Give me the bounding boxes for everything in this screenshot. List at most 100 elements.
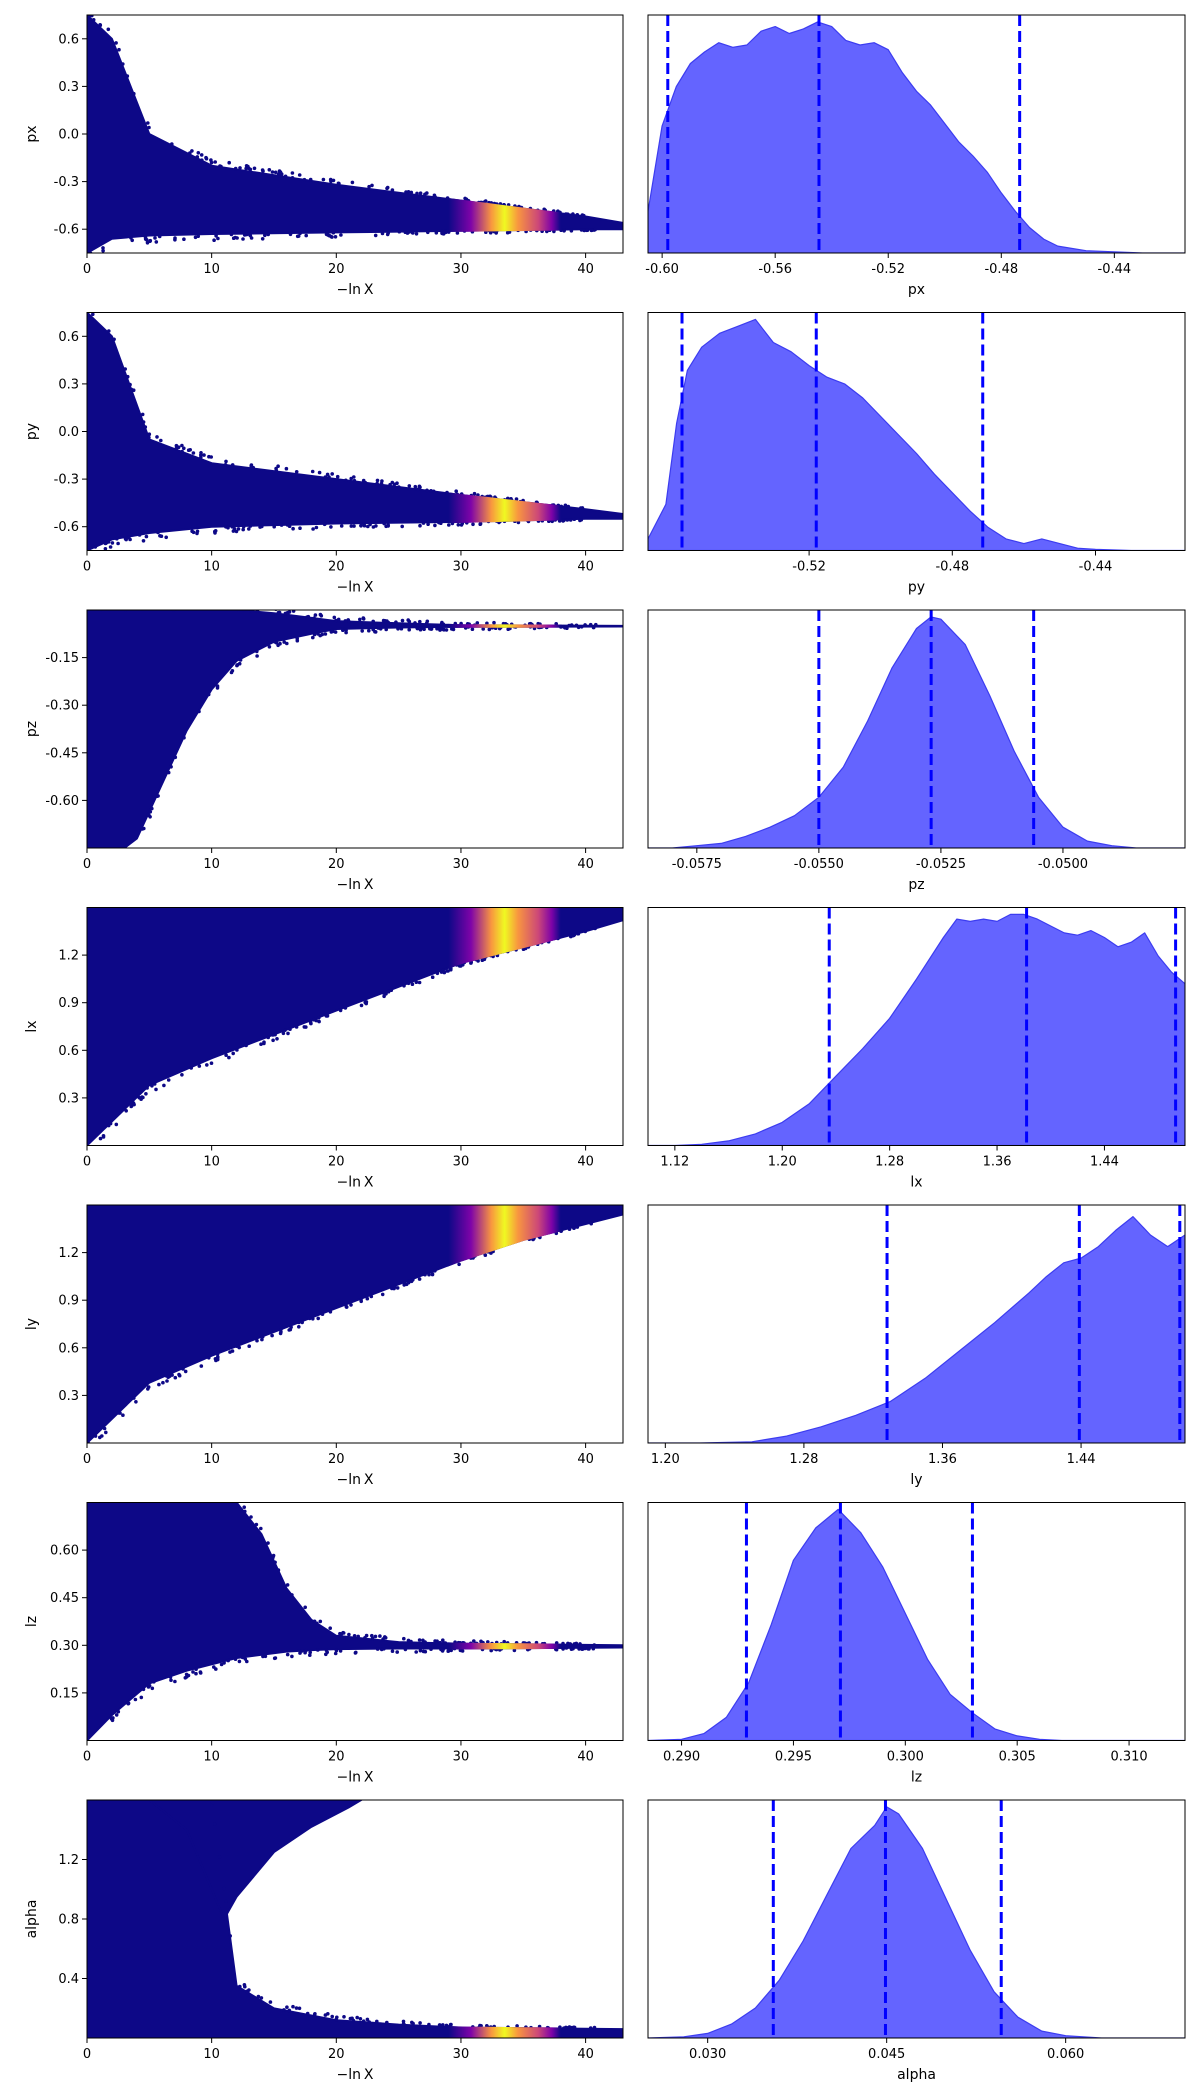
trace-point — [114, 1122, 119, 1127]
posterior-xlabel: px — [908, 282, 925, 298]
trace-point — [116, 1709, 121, 1714]
trace-point — [146, 2041, 150, 2045]
trace-point — [217, 1855, 222, 1859]
trace-point — [225, 1197, 229, 1201]
trace-weight-highlight — [447, 1205, 562, 1267]
trace-point — [266, 1541, 270, 1545]
posterior-xtick-label: 1.44 — [1090, 1155, 1119, 1170]
trace-ytick-label: 0.60 — [50, 1544, 79, 1559]
trace-point — [594, 622, 598, 627]
trace-point — [450, 1201, 454, 1205]
trace-point — [326, 1199, 330, 1203]
trace-point — [335, 474, 340, 479]
posterior-xlabel: lx — [910, 1175, 922, 1191]
trace-point — [281, 1198, 285, 1202]
trace-density-band — [87, 1502, 623, 1741]
trace-point — [173, 1375, 178, 1380]
trace-xtick-label: 20 — [328, 857, 345, 872]
trace-point — [247, 1344, 251, 1348]
trace-point — [148, 810, 153, 814]
trace-points-lx — [87, 903, 623, 1146]
trace-point — [298, 1651, 302, 1655]
trace-point — [215, 1352, 220, 1357]
trace-point — [424, 621, 429, 626]
trace-point — [470, 1201, 474, 1205]
trace-point — [260, 1337, 264, 1342]
trace-ytick-label: 0.0 — [58, 425, 79, 440]
trace-point — [212, 1665, 216, 1669]
trace-point — [417, 980, 422, 985]
trace-point — [352, 478, 357, 483]
trace-point — [152, 602, 156, 606]
trace-point — [370, 183, 374, 188]
trace-point — [275, 1037, 279, 1041]
posterior-xtick-label: -0.0525 — [916, 857, 966, 872]
trace-xlabel: −ln X — [337, 1472, 374, 1488]
trace-point — [195, 531, 199, 536]
trace-point — [338, 1008, 343, 1013]
trace-point — [276, 464, 280, 469]
trace-point — [167, 1794, 171, 1798]
trace-point — [384, 627, 389, 632]
trace-point — [379, 481, 384, 486]
trace-point — [487, 1201, 491, 1205]
trace-point — [288, 1027, 292, 1031]
posterior-xtick-label: -0.48 — [984, 262, 1018, 277]
trace-point — [366, 907, 370, 909]
posterior-xlabel: py — [908, 580, 925, 596]
trace-point — [157, 601, 161, 605]
trace-ytick-label: 0.6 — [58, 32, 79, 47]
trace-point — [345, 907, 349, 909]
trace-point — [291, 610, 296, 613]
trace-point — [189, 1066, 193, 1070]
trace-point — [166, 1198, 170, 1202]
trace-point — [312, 616, 316, 620]
trace-point — [121, 1199, 125, 1203]
trace-point — [489, 1648, 494, 1653]
trace-point — [90, 903, 94, 907]
trace-point — [459, 1201, 463, 1205]
trace-point — [162, 1499, 166, 1503]
trace-point — [326, 1200, 330, 1204]
trace-point — [241, 524, 246, 529]
trace-point — [442, 1641, 446, 1645]
trace-ytick-label: -0.3 — [54, 175, 79, 190]
trace-point — [180, 443, 184, 448]
trace-point — [111, 602, 115, 606]
trace-point — [502, 1639, 507, 1644]
trace-point — [471, 522, 475, 527]
trace-point — [191, 1670, 195, 1674]
trace-point — [593, 926, 597, 931]
trace-point — [435, 971, 440, 976]
trace-point — [204, 1795, 208, 1799]
trace-point — [428, 626, 432, 631]
trace-point — [354, 1200, 358, 1204]
trace-xtick-label: 10 — [203, 857, 220, 872]
trace-point — [210, 1800, 215, 1805]
trace-point — [233, 235, 238, 240]
trace-point — [110, 1718, 115, 1723]
trace-point — [104, 1430, 108, 1435]
trace-point — [380, 231, 385, 236]
trace-point — [572, 517, 577, 521]
trace-point — [373, 630, 378, 634]
posterior-xtick-label: 0.300 — [887, 1750, 924, 1765]
trace-point — [410, 230, 415, 235]
trace-point — [395, 1650, 400, 1654]
trace-point — [382, 521, 387, 526]
trace-point — [385, 232, 390, 237]
trace-point — [98, 23, 103, 28]
trace-point — [403, 1282, 407, 1286]
trace-point — [255, 610, 260, 613]
trace-point — [137, 533, 142, 537]
trace-point — [285, 2005, 289, 2009]
trace-point — [152, 1680, 156, 1684]
trace-point — [229, 232, 234, 237]
trace-point — [121, 62, 125, 66]
posterior-axes-frame — [647, 1799, 1186, 2039]
trace-point — [330, 1198, 334, 1202]
trace-point — [234, 529, 239, 534]
trace-point — [338, 1649, 343, 1653]
trace-point — [313, 2012, 317, 2016]
trace-point — [433, 195, 437, 199]
